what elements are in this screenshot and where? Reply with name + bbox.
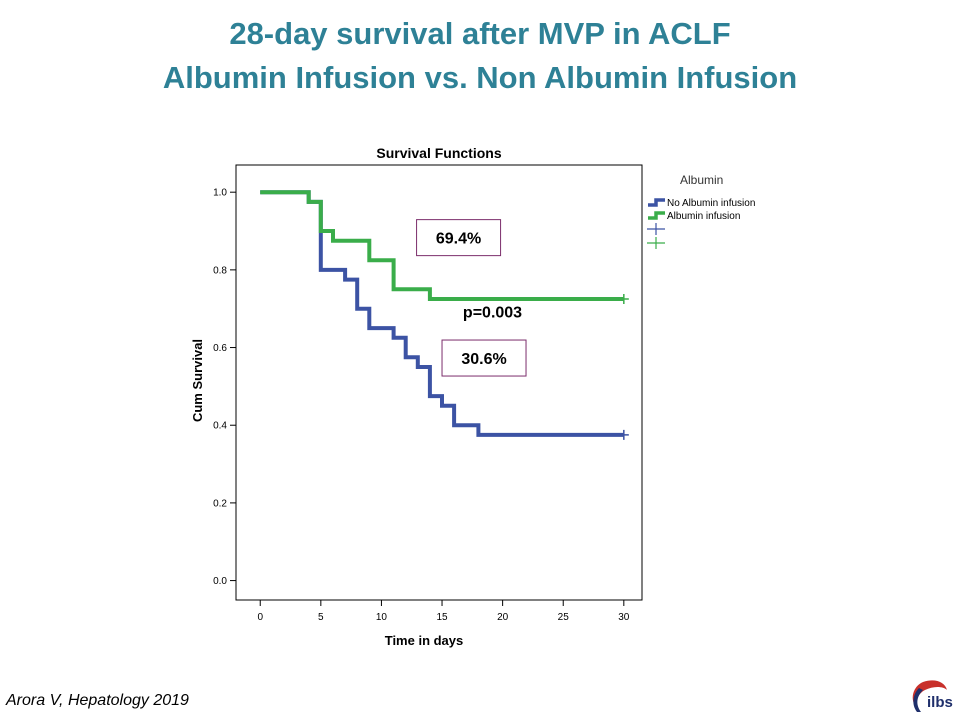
x-tick-label-30: 30 [618, 612, 630, 623]
legend-label-1: Albumin infusion [667, 211, 740, 222]
logo-icon [912, 680, 947, 712]
citation: Arora V, Hepatology 2019 [6, 692, 189, 709]
y-tick-label-3: 0.6 [213, 343, 227, 354]
chart-title: Survival Functions [376, 145, 501, 161]
y-tick-label-5: 1.0 [213, 188, 227, 199]
legend-swatch-1 [648, 211, 665, 220]
censor-mark-0-0 [618, 429, 629, 440]
legend-label-0: No Albumin infusion [667, 198, 755, 209]
annotation-2: 30.6% [461, 351, 506, 368]
x-tick-label-0: 0 [257, 612, 263, 623]
x-tick-label-5: 5 [318, 612, 324, 623]
annotation-1: p=0.003 [463, 304, 522, 321]
y-tick-label-0: 0.0 [213, 576, 227, 587]
plot-frame [235, 164, 643, 601]
censor-mark-1-0 [618, 293, 629, 304]
annotation-box-2 [441, 339, 527, 377]
x-tick-label-10: 10 [376, 612, 388, 623]
x-axis-label: Time in days [385, 633, 464, 648]
logo-text: ilbs [927, 694, 953, 711]
y-tick-label-2: 0.4 [213, 421, 227, 432]
series-line-0 [260, 190, 624, 437]
annotation-box-0 [416, 219, 502, 257]
legend-title: Albumin [680, 173, 723, 187]
title-line-1: 28-day survival after MVP in ACLF [229, 16, 731, 51]
y-axis-label: Cum Survival [190, 339, 205, 422]
title-line-2: Albumin Infusion vs. Non Albumin Infusio… [162, 60, 798, 95]
legend-swatch-0 [648, 198, 665, 207]
x-tick-label-20: 20 [497, 612, 509, 623]
y-tick-label-1: 0.2 [213, 498, 227, 509]
ilbs-logo: ilbs [905, 676, 955, 718]
x-tick-label-25: 25 [558, 612, 570, 623]
x-tick-label-15: 15 [436, 612, 448, 623]
legend-censor-1 [647, 237, 665, 249]
y-tick-label-4: 0.8 [213, 265, 227, 276]
legend-censor-0 [647, 223, 665, 235]
slide-title: 28-day survival after MVP in ACLF Albumi… [0, 12, 960, 100]
series-line-1 [260, 190, 624, 301]
annotation-0: 69.4% [436, 231, 481, 248]
